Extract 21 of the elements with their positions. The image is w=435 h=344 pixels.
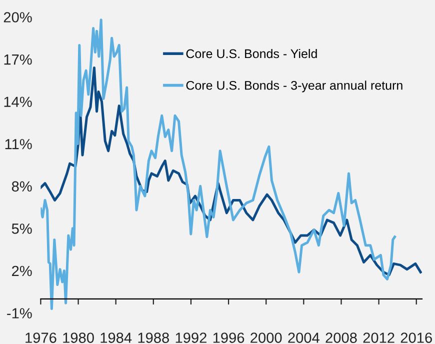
x-tick-label: 2004 [288,332,320,343]
legend-label: Core U.S. Bonds - 3-year annual return [186,80,402,92]
x-tick-label: 2016 [400,332,432,343]
y-tick-label: 11% [5,139,32,150]
x-tick-label: 2008 [326,332,357,343]
x-tick-label: 2012 [363,332,394,343]
x-tick-label: 1992 [176,332,206,343]
x-tick-label: 1996 [213,332,244,343]
x-tick-label: 1988 [138,332,169,343]
x-tick-label: 1984 [100,332,132,343]
y-tick-label: 2% [12,266,32,276]
x-tick-label: 2000 [250,332,282,343]
x-tick-label: 1976 [26,332,56,343]
y-tick-label: 17% [4,54,32,65]
x-tick-label: 1980 [63,332,94,343]
y-tick-label: 8% [12,181,32,192]
y-tick-label: 20% [4,12,32,22]
y-tick-label: 5% [12,224,32,234]
y-tick-label: -1% [7,308,32,318]
legend-label: Core U.S. Bonds - Yield [186,48,317,58]
y-tick-label: 14% [4,96,32,107]
